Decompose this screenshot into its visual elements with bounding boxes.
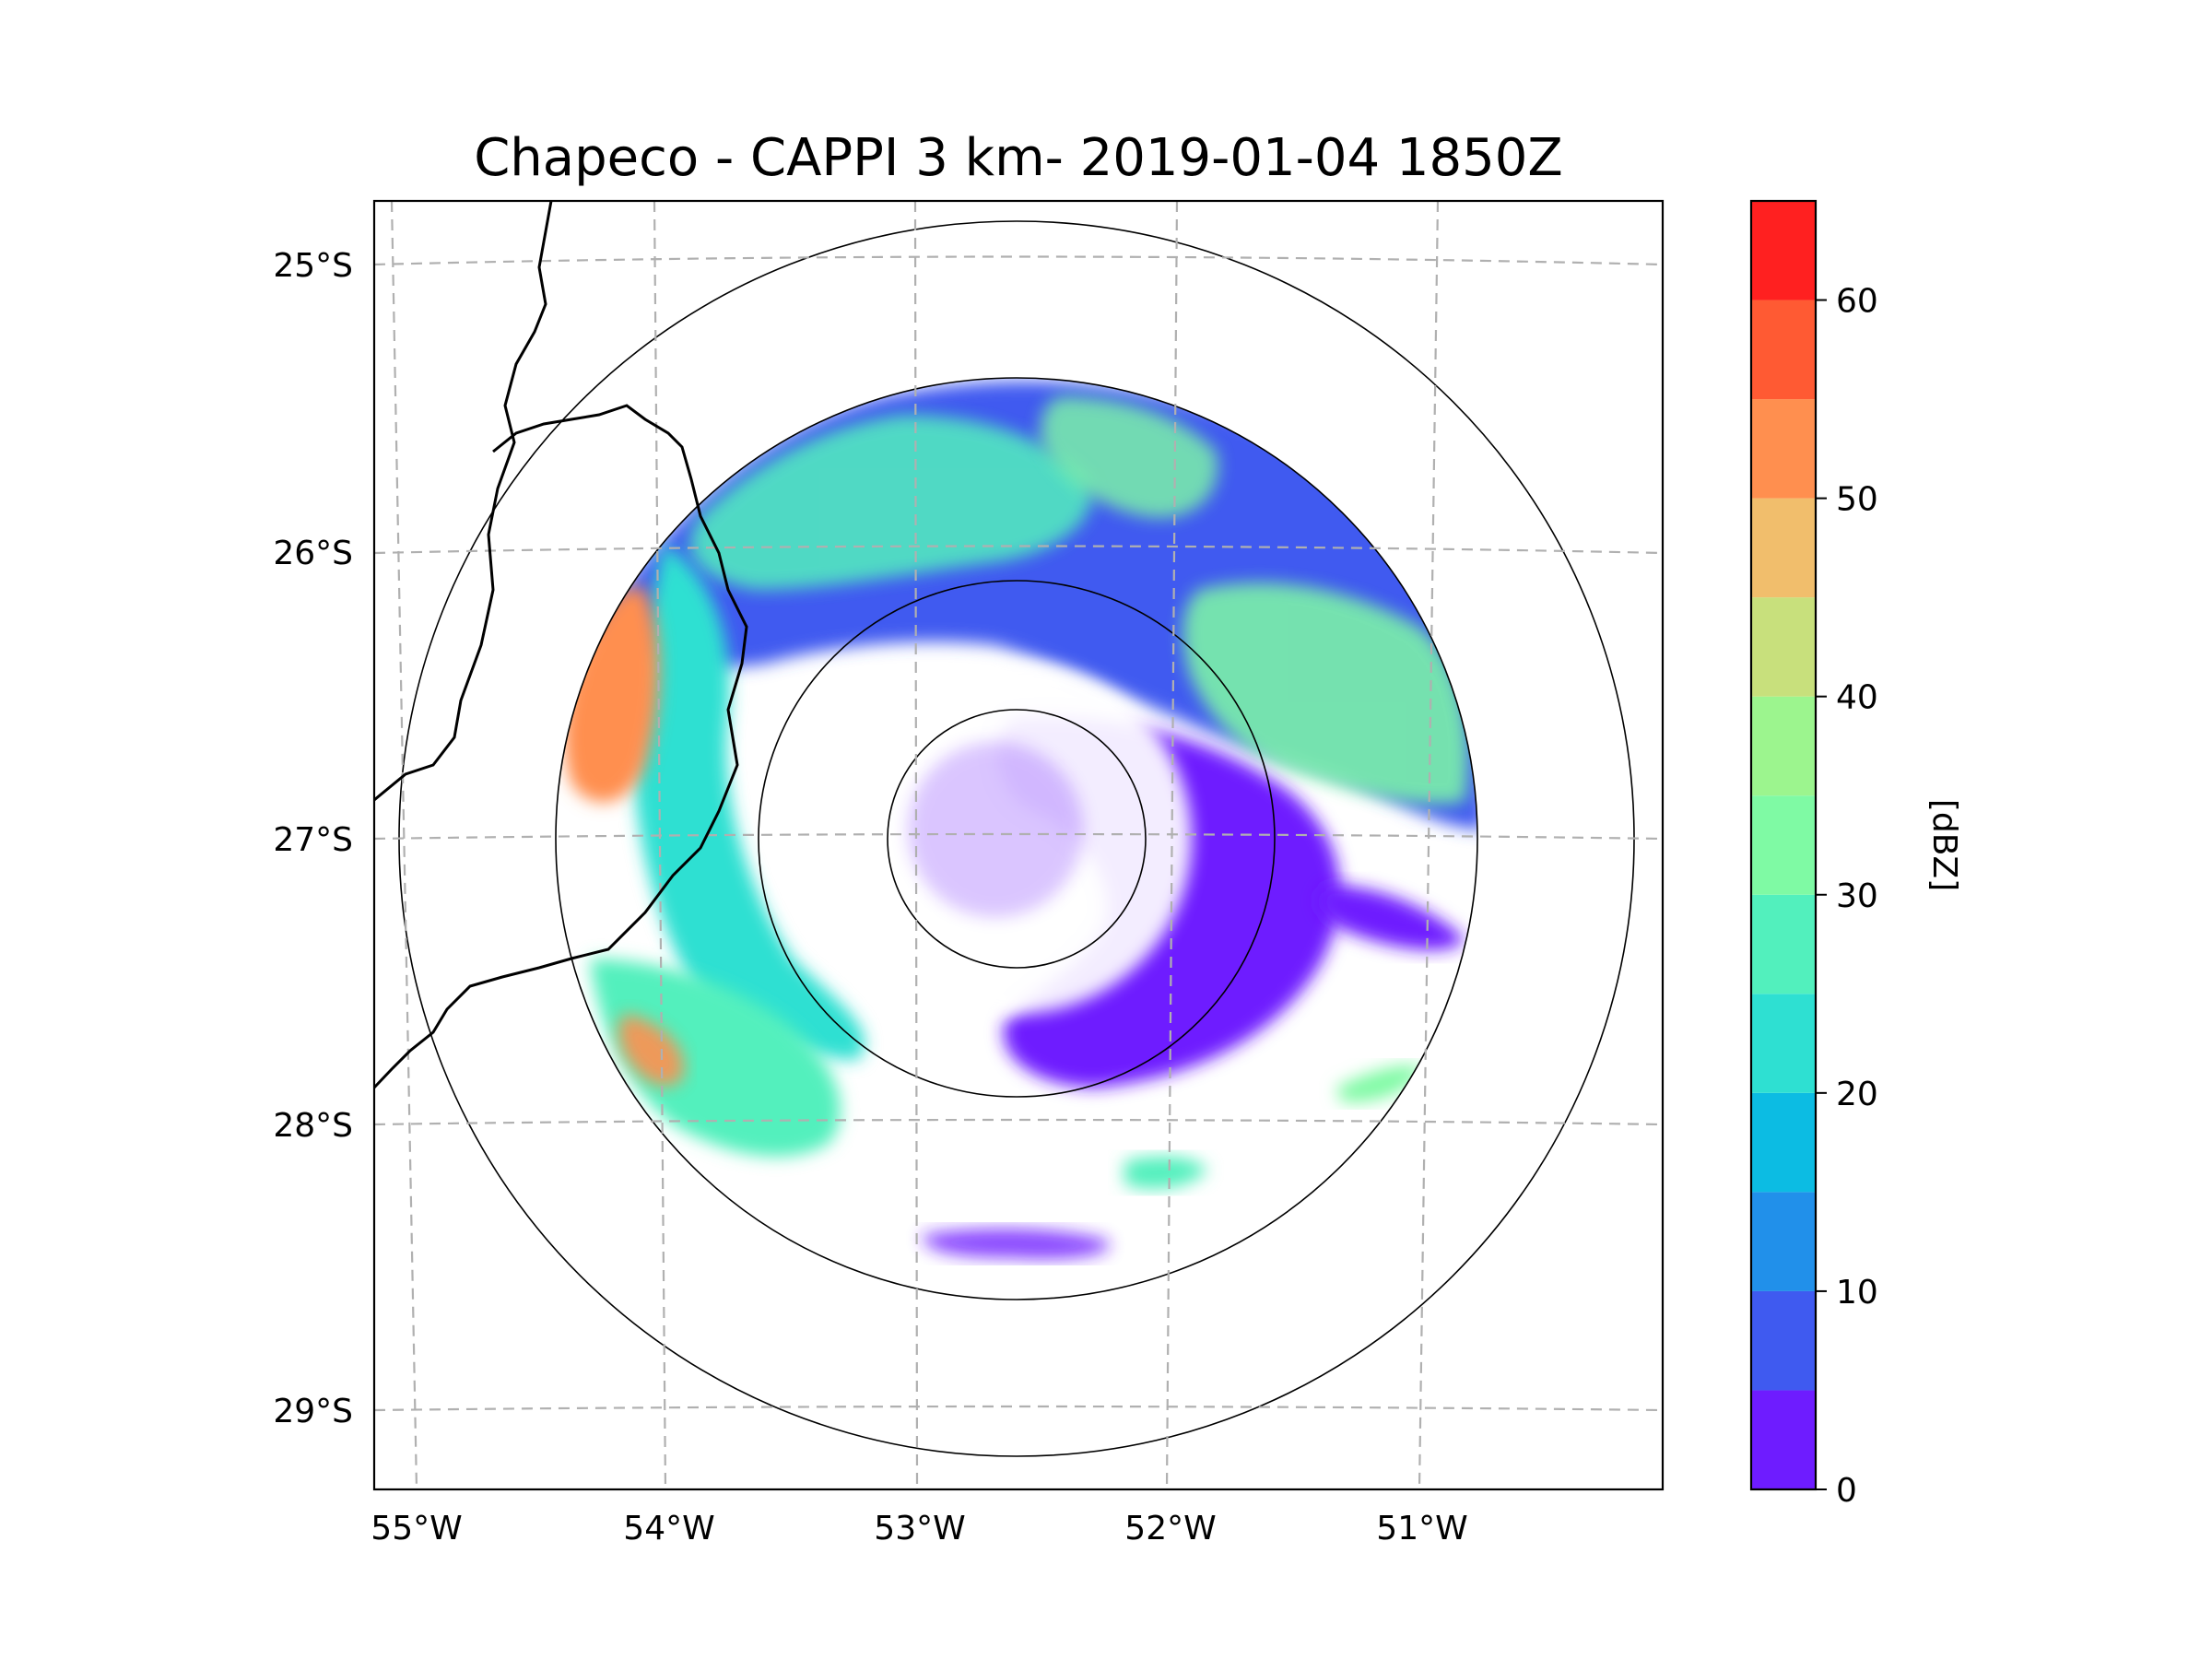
- border-brazil-argentina: [374, 404, 748, 1089]
- gridline-lat-28: [374, 1118, 1663, 1126]
- echo-northeast-core: [1182, 582, 1469, 805]
- colorbar-bins: [1751, 201, 1816, 1489]
- gridline-lon-55: [390, 201, 418, 1489]
- figure-title: Chapeco - CAPPI 3 km- 2019-01-04 1850Z: [474, 128, 1563, 188]
- range-ring-1: [887, 709, 1147, 969]
- colorbar-bin-20: [1751, 994, 1816, 1093]
- colorbar-tick-label-30: 30: [1836, 877, 1878, 915]
- colorbar-bin-25: [1751, 894, 1816, 994]
- lat-label-28: 28°S: [273, 1107, 353, 1145]
- longitude-labels: 55°W 54°W 53°W 52°W 51°W: [371, 1510, 1467, 1547]
- gridline-lon-54: [653, 201, 667, 1489]
- reflectivity-field: [563, 381, 1477, 1260]
- gridline-lat-25: [374, 255, 1663, 266]
- echo-east-strip: [1317, 885, 1465, 950]
- range-ring-3: [555, 377, 1478, 1300]
- gridline-lat-27: [374, 832, 1663, 841]
- colorbar-bin-40: [1751, 597, 1816, 697]
- colorbar-tick-label-40: 40: [1836, 679, 1878, 717]
- colorbar-frame: [1749, 199, 1818, 1491]
- gridline-lon-51: [1418, 201, 1440, 1489]
- colorbar-tick-label-20: 20: [1836, 1076, 1878, 1113]
- colorbar-bin-35: [1751, 696, 1816, 796]
- colorbar-bin-55: [1751, 300, 1816, 400]
- echo-south-small-2: [1336, 1065, 1424, 1102]
- colorbar-bin-60: [1751, 201, 1816, 300]
- echo-southwest-red: [618, 1014, 684, 1087]
- lat-label-25: 25°S: [273, 247, 353, 285]
- echo-southwest-band: [590, 959, 841, 1157]
- colorbar-bin-45: [1751, 498, 1816, 598]
- colorbar-bin-15: [1751, 1092, 1816, 1193]
- lon-label-53: 53°W: [874, 1510, 965, 1547]
- colorbar-tick-label-60: 60: [1836, 283, 1878, 321]
- gridline-lat-29: [374, 1405, 1663, 1412]
- lat-label-26: 26°S: [273, 535, 353, 572]
- gridline-lon-52: [1165, 201, 1179, 1489]
- gridlines: [374, 201, 1663, 1489]
- echo-north-cyan: [1040, 396, 1218, 518]
- colorbar-tick-label-10: 10: [1836, 1274, 1878, 1312]
- colorbar-ticks: 0 10 20 30 40 50 60: [1816, 283, 1878, 1510]
- lon-label-55: 55°W: [371, 1510, 462, 1547]
- map-axes: 25°S 26°S 27°S 28°S 29°S 55°W 54°W 53°W …: [273, 199, 1665, 1547]
- political-borders: [374, 201, 748, 1089]
- echo-south-scatter: [922, 1229, 1110, 1260]
- echo-south-small-1: [1124, 1156, 1207, 1189]
- colorbar-bin-10: [1751, 1192, 1816, 1291]
- latitude-labels: 25°S 26°S 27°S 28°S 29°S: [273, 247, 353, 1430]
- echo-west-band: [633, 544, 865, 1060]
- gridline-lat-26: [374, 545, 1663, 555]
- colorbar-bin-30: [1751, 795, 1816, 895]
- lat-label-27: 27°S: [273, 821, 353, 859]
- colorbar-bin-50: [1751, 399, 1816, 499]
- lat-label-29: 29°S: [273, 1393, 353, 1430]
- lon-label-51: 51°W: [1376, 1510, 1467, 1547]
- colorbar-tick-label-0: 0: [1836, 1472, 1857, 1510]
- map-frame: [372, 199, 1665, 1491]
- echo-center-clutter: [908, 742, 1083, 917]
- lon-label-54: 54°W: [623, 1510, 714, 1547]
- colorbar-bin-5: [1751, 1290, 1816, 1391]
- border-argentina-paraguay: [374, 201, 553, 802]
- lon-label-52: 52°W: [1124, 1510, 1216, 1547]
- colorbar-tick-label-50: 50: [1836, 481, 1878, 519]
- range-ring-2: [758, 580, 1276, 1098]
- colorbar-label: [dBZ]: [1925, 799, 1963, 891]
- gridline-lon-53: [913, 201, 919, 1489]
- colorbar: 0 10 20 30 40 50 60 [dBZ]: [1749, 199, 1963, 1510]
- colorbar-bin-0: [1751, 1390, 1816, 1489]
